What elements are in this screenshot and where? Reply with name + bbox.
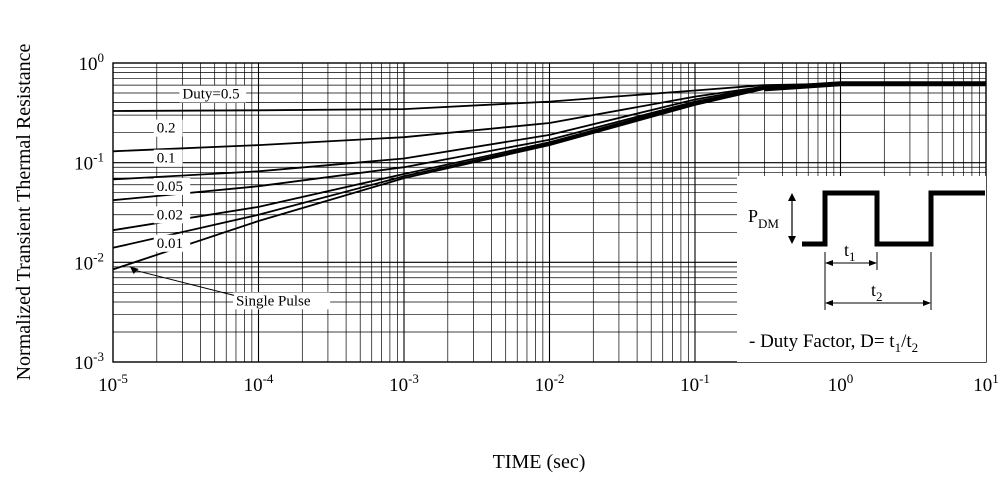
series-label-bg [179, 85, 247, 103]
t2-arrow-head-left [825, 300, 833, 306]
pdm-arrow-head-bottom [788, 236, 796, 244]
inset-background [737, 176, 986, 362]
single-pulse-pointer-head [129, 265, 139, 274]
pdm-arrow-head-top [788, 193, 796, 201]
duty-factor-inset: PDM t1 t2 - Duty Factor, D= t1/t2 [737, 176, 986, 362]
series-label: 0.01 [157, 236, 183, 252]
x-tick-label: 101 [973, 371, 999, 396]
x-tick-label: 10-5 [98, 371, 128, 396]
pulse-waveform [802, 190, 985, 247]
series-label: 0.2 [157, 121, 176, 137]
t1-label: t1 [844, 240, 856, 264]
tick-labels: 10-5 10-4 10-3 10-2 10-1 100 101 10-3 10-2 10-1 10… [74, 50, 999, 396]
x-tick-label: 10-2 [535, 371, 565, 396]
series-label-bg [153, 149, 183, 167]
series-lines [112, 81, 986, 271]
t1-arrow-head-right [869, 260, 877, 266]
t2-arrow-head-right [923, 300, 931, 306]
duty-factor-text: - Duty Factor, D= t1/t2 [749, 331, 918, 355]
series-label-bg [232, 292, 331, 310]
series-label: 0.05 [157, 179, 183, 195]
series-labels: Duty=0.5 0.2 0.1 0.05 0.02 0.01 Single Pulse [129, 85, 331, 310]
x-tick-label: 10-4 [244, 371, 274, 396]
x-axis-label: TIME (sec) [493, 451, 586, 473]
series-plateau [764, 81, 986, 92]
t1-arrow-head-left [825, 260, 833, 266]
series-label: Duty=0.5 [182, 87, 239, 103]
x-tick-label: 10-3 [389, 371, 419, 396]
series-label-bg [153, 234, 191, 252]
single-pulse-pointer [133, 269, 235, 296]
series-label: 0.02 [157, 207, 183, 223]
y-tick-label: 10-1 [74, 150, 104, 175]
series-label: 0.1 [157, 151, 176, 167]
x-tick-label: 100 [828, 371, 854, 396]
series-label-bg [153, 119, 183, 137]
pdm-label: PDM [748, 206, 779, 231]
series-label-bg [153, 177, 191, 195]
y-tick-label: 100 [79, 50, 105, 75]
x-tick-label: 10-1 [680, 371, 710, 396]
y-tick-label: 10-3 [74, 349, 104, 374]
t2-label: t2 [871, 280, 883, 304]
series-label-bg [153, 206, 191, 224]
y-tick-label: 10-2 [74, 249, 104, 274]
y-axis-label: Normalized Transient Thermal Resistance [13, 43, 35, 380]
series-label: Single Pulse [236, 293, 311, 309]
